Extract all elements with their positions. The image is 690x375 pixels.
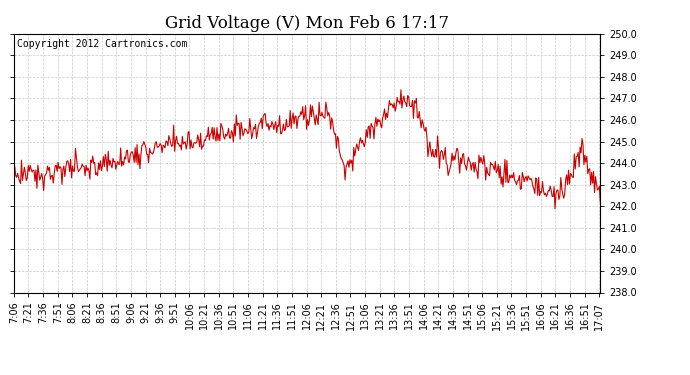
Text: Copyright 2012 Cartronics.com: Copyright 2012 Cartronics.com <box>17 39 187 49</box>
Title: Grid Voltage (V) Mon Feb 6 17:17: Grid Voltage (V) Mon Feb 6 17:17 <box>165 15 449 32</box>
